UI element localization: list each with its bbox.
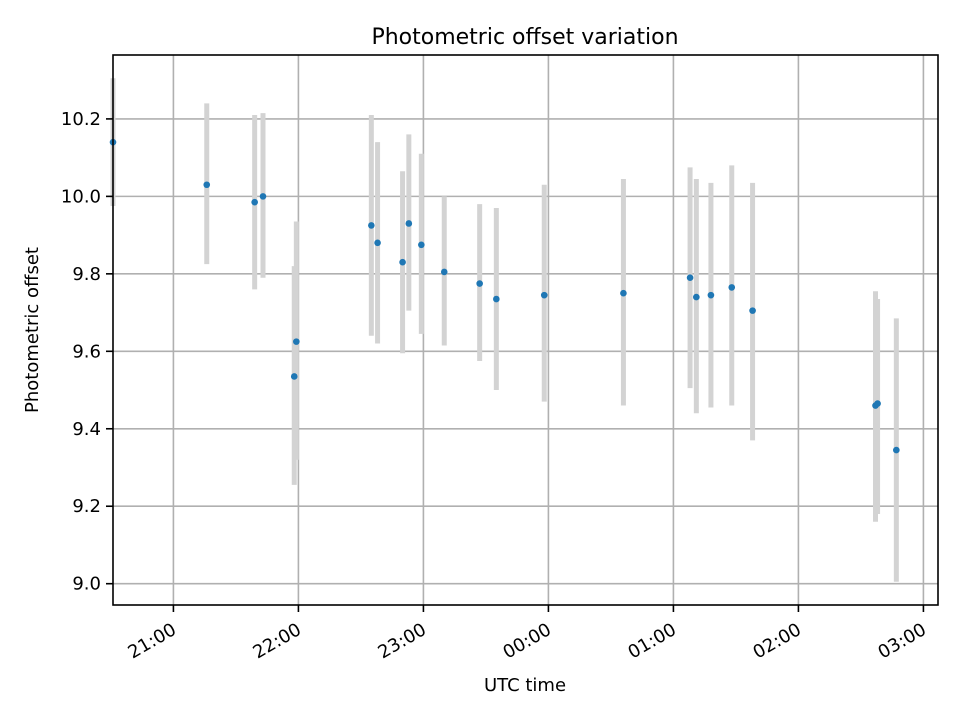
data-point (893, 446, 900, 454)
x-axis: 21:00 22:00 23:00 00:00 01:00 02:00 03:00 (124, 605, 930, 663)
y-tick-label: 9.8 (72, 264, 101, 285)
data-point (728, 284, 736, 291)
data-point (493, 295, 500, 303)
y-tick-label: 9.6 (72, 341, 101, 362)
data-points (109, 138, 900, 454)
data-point (418, 241, 425, 249)
plot-frame (112, 54, 939, 606)
y-tick-label: 9.2 (72, 496, 101, 517)
x-tick-label: 02:00 (749, 619, 804, 663)
x-tick-label: 00:00 (499, 619, 554, 663)
data-point (368, 222, 375, 229)
data-point (707, 291, 715, 299)
data-point (540, 291, 548, 299)
data-point (405, 220, 413, 227)
y-axis-label: Photometric offset (22, 247, 43, 413)
data-point (693, 293, 700, 301)
data-point (399, 258, 406, 266)
y-tick-label: 10.2 (61, 109, 101, 130)
x-tick-label: 23:00 (374, 619, 429, 663)
x-tick-label: 21:00 (124, 619, 179, 663)
y-axis: 9.0 9.2 9.4 9.6 9.8 10.0 10.2 (61, 109, 113, 595)
data-point (251, 198, 258, 206)
data-point (203, 181, 211, 189)
x-axis-label: UTC time (484, 675, 566, 696)
x-tick-label: 22:00 (249, 619, 304, 663)
x-tick-label: 03:00 (874, 619, 929, 663)
data-point (259, 193, 267, 200)
data-point (293, 338, 300, 345)
data-point (874, 400, 881, 407)
chart-title: Photometric offset variation (371, 25, 678, 50)
data-point (686, 274, 694, 282)
y-tick-label: 9.4 (72, 419, 101, 440)
y-tick-label: 10.0 (61, 186, 101, 207)
data-point (374, 239, 381, 247)
data-point (476, 280, 483, 287)
data-point (749, 307, 756, 314)
x-tick-label: 01:00 (624, 619, 679, 663)
data-point (290, 373, 298, 380)
grid (113, 55, 938, 605)
data-point (620, 289, 627, 297)
y-tick-label: 9.0 (72, 574, 101, 595)
data-point (440, 268, 448, 276)
